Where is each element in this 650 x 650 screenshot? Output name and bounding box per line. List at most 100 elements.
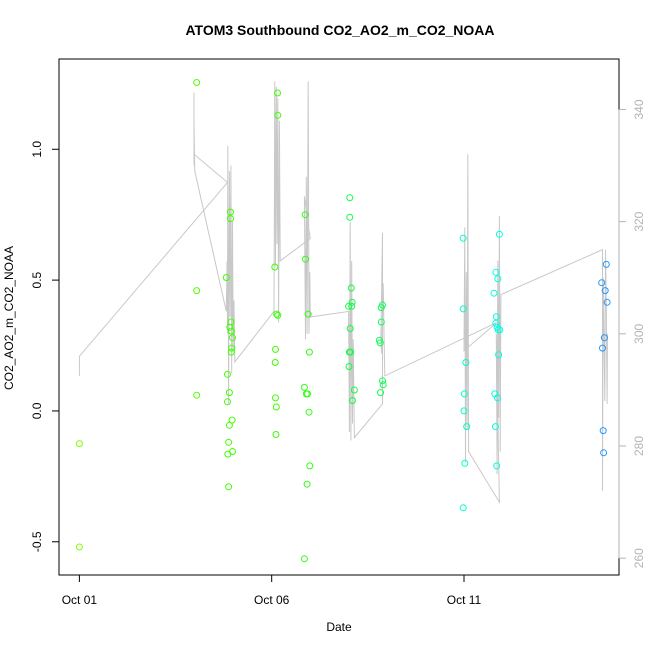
data-point <box>346 325 354 332</box>
data-point <box>600 334 608 342</box>
x-axis: Oct 01 Oct 06 Oct 11 <box>62 574 482 607</box>
data-point <box>599 344 606 352</box>
data-point <box>459 504 467 512</box>
data-point <box>379 301 386 309</box>
y-tick-label: 1.0 <box>30 141 44 158</box>
data-point <box>495 351 503 359</box>
data-point <box>305 348 313 356</box>
data-point <box>193 79 201 86</box>
data-point <box>227 215 234 223</box>
data-point <box>225 389 233 397</box>
data-point <box>300 383 308 391</box>
y2-tick-label: 340 <box>632 99 646 119</box>
data-point <box>229 448 236 455</box>
data-point <box>304 310 312 318</box>
data-point <box>459 234 467 242</box>
data-point <box>463 423 471 431</box>
data-point <box>271 359 279 366</box>
data-point <box>350 386 358 394</box>
data-point <box>603 298 611 306</box>
data-point <box>227 327 235 335</box>
data-point <box>300 555 308 563</box>
y-tick-label: -0.5 <box>30 531 44 552</box>
data-point <box>602 260 610 268</box>
data-point <box>272 403 280 411</box>
data-point <box>379 381 387 389</box>
data-point <box>495 230 503 238</box>
data-point <box>346 213 354 221</box>
data-point <box>349 397 356 404</box>
data-point <box>229 334 236 342</box>
data-point <box>274 311 282 319</box>
data-point <box>303 480 311 488</box>
data-point <box>273 310 281 318</box>
data-point <box>496 326 504 334</box>
data-point <box>227 318 235 326</box>
data-point <box>272 394 279 402</box>
data-point <box>272 431 280 438</box>
chart-title: ATOM3 Southbound CO2_AO2_m_CO2_NOAA <box>185 22 494 38</box>
data-point <box>272 345 279 353</box>
data-point <box>226 323 234 331</box>
x-tick-label: Oct 01 <box>62 593 98 607</box>
x-tick-label: Oct 06 <box>254 593 290 607</box>
data-point <box>601 287 609 295</box>
data-point <box>304 390 311 398</box>
data-point <box>345 363 353 370</box>
data-point <box>347 284 355 292</box>
data-point <box>376 339 384 347</box>
data-point <box>347 348 354 356</box>
x-tick-label: Oct 11 <box>447 593 482 607</box>
data-point <box>225 483 233 491</box>
data-point <box>225 438 233 446</box>
y2-tick-label: 300 <box>632 323 646 343</box>
data-point <box>306 462 314 470</box>
data-point <box>193 287 201 295</box>
data-point <box>346 194 354 202</box>
data-point <box>75 440 83 448</box>
data-point <box>271 263 279 271</box>
data-point <box>75 543 83 551</box>
data-point <box>492 319 500 327</box>
data-point <box>490 289 498 297</box>
data-point <box>460 407 468 415</box>
data-point <box>224 370 231 378</box>
data-point <box>600 449 608 457</box>
data-point <box>227 348 235 356</box>
data-point <box>459 305 467 313</box>
y2-tick-label: 280 <box>632 436 646 456</box>
data-point <box>305 408 313 416</box>
data-point <box>348 302 356 310</box>
data-point <box>301 211 309 219</box>
data-point <box>492 423 499 431</box>
line-series-path <box>78 81 608 504</box>
data-point <box>461 459 469 467</box>
point-series <box>75 79 611 563</box>
data-point <box>274 89 281 97</box>
y2-tick-label: 260 <box>632 548 646 568</box>
data-point <box>348 298 356 306</box>
y-tick-label: 0.5 <box>30 271 44 288</box>
data-point <box>228 416 236 424</box>
data-point <box>494 275 502 283</box>
data-point <box>492 268 500 276</box>
data-point <box>193 391 201 399</box>
data-point <box>302 255 309 263</box>
data-point <box>345 302 353 310</box>
y-tick-label: 0.0 <box>30 402 44 419</box>
data-point <box>598 279 606 287</box>
data-point <box>274 111 282 119</box>
data-point <box>494 394 501 402</box>
data-point <box>379 377 386 385</box>
data-point <box>224 398 231 406</box>
y-axis-title: CO2_AO2_m_CO2_NOAA <box>2 246 16 390</box>
data-point <box>377 389 384 397</box>
data-point <box>493 462 501 470</box>
data-point <box>492 313 500 321</box>
y-axis-right: 260 280 300 320 340 <box>618 99 646 568</box>
data-point <box>222 274 230 281</box>
data-point <box>599 427 607 435</box>
data-point <box>462 359 470 366</box>
